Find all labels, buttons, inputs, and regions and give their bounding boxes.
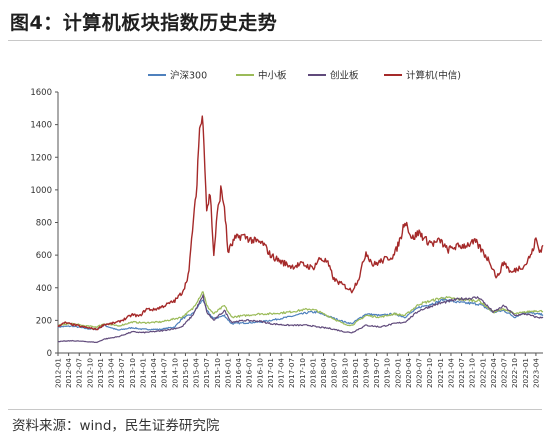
x-tick-label: 2014-04 <box>149 358 158 388</box>
x-tick-label: 2015-01 <box>181 358 190 388</box>
y-tick-label: 200 <box>36 316 52 326</box>
source-note: 资料来源：wind，民生证券研究院 <box>12 418 220 434</box>
series-line-3 <box>57 294 544 344</box>
x-tick-label: 2019-10 <box>383 358 392 388</box>
x-tick-label: 2015-10 <box>213 358 222 388</box>
y-tick-label: 1000 <box>30 186 52 196</box>
y-tick-label: 1600 <box>30 88 52 98</box>
x-tick-label: 2015-04 <box>192 358 201 388</box>
x-tick-label: 2023-04 <box>531 358 540 388</box>
chart-legend: 沪深300 中小板 创业板 计算机(中信) <box>148 70 461 82</box>
x-tick-label: 2014-10 <box>170 358 179 388</box>
page-title: 图4：计算机板块指数历史走势 <box>10 12 278 34</box>
x-tick-label: 2015-07 <box>202 358 211 388</box>
series-line-2 <box>57 291 544 329</box>
x-tick-label: 2016-01 <box>223 358 232 388</box>
x-tick-label: 2012-10 <box>85 358 94 388</box>
x-tick-label: 2012-01 <box>54 358 63 388</box>
series-line-4 <box>57 115 544 331</box>
x-tick-label: 2022-10 <box>510 358 519 388</box>
x-tick-label: 2021-07 <box>457 358 466 388</box>
y-tick-label: 1200 <box>30 153 52 163</box>
x-tick-label: 2013-01 <box>96 358 105 388</box>
x-tick-label: 2017-01 <box>266 358 275 388</box>
legend-label: 沪深300 <box>170 70 207 82</box>
x-tick-label: 2019-07 <box>372 358 381 388</box>
x-tick-label: 2022-07 <box>500 358 509 388</box>
x-tick-label: 2020-04 <box>404 358 413 388</box>
x-tick-label: 2018-07 <box>330 358 339 388</box>
y-tick-label: 600 <box>36 251 52 261</box>
title-divider <box>8 40 542 41</box>
x-tick-label: 2021-10 <box>468 358 477 388</box>
x-tick-label: 2017-10 <box>298 358 307 388</box>
y-tick-label: 800 <box>36 219 52 229</box>
legend-label: 创业板 <box>330 70 359 82</box>
x-tick-label: 2019-04 <box>361 358 370 388</box>
x-tick-label: 2012-07 <box>75 358 84 388</box>
x-tick-label: 2021-04 <box>446 358 455 388</box>
x-tick-label: 2017-07 <box>287 358 296 388</box>
legend-label: 中小板 <box>258 70 287 82</box>
x-tick-label: 2013-04 <box>107 358 116 388</box>
chart-series <box>57 115 544 344</box>
x-tick-label: 2023-01 <box>521 358 530 388</box>
x-tick-label: 2012-04 <box>64 358 73 388</box>
x-tick-label: 2016-07 <box>245 358 254 388</box>
x-tick-label: 2013-10 <box>128 358 137 388</box>
series-line-1 <box>57 297 544 331</box>
legend-label: 计算机(中信) <box>406 70 461 82</box>
x-tick-label: 2021-01 <box>436 358 445 388</box>
x-tick-label: 2019-01 <box>351 358 360 388</box>
y-tick-label: 400 <box>36 284 52 294</box>
x-tick-label: 2013-07 <box>117 358 126 388</box>
y-tick-label: 0 <box>47 349 52 359</box>
line-chart: 沪深300 中小板 创业板 计算机(中信) 0 200 400 600 800 1000 1200… <box>30 70 544 388</box>
x-tick-label: 2020-07 <box>415 358 424 388</box>
x-tick-label: 2020-10 <box>425 358 434 388</box>
x-tick-label: 2017-04 <box>277 358 286 388</box>
x-tick-label: 2018-01 <box>308 358 317 388</box>
x-tick-label: 2020-01 <box>393 358 402 388</box>
x-tick-label: 2014-01 <box>138 358 147 388</box>
x-tick-label: 2016-10 <box>255 358 264 388</box>
x-tick-label: 2018-10 <box>340 358 349 388</box>
x-tick-label: 2016-04 <box>234 358 243 388</box>
x-tick-label: 2022-01 <box>478 358 487 388</box>
x-tick-label: 2018-04 <box>319 358 328 388</box>
x-tick-label: 2022-04 <box>489 358 498 388</box>
x-tick-label: 2014-07 <box>160 358 169 388</box>
source-divider <box>8 409 542 410</box>
y-tick-label: 1400 <box>30 121 52 131</box>
